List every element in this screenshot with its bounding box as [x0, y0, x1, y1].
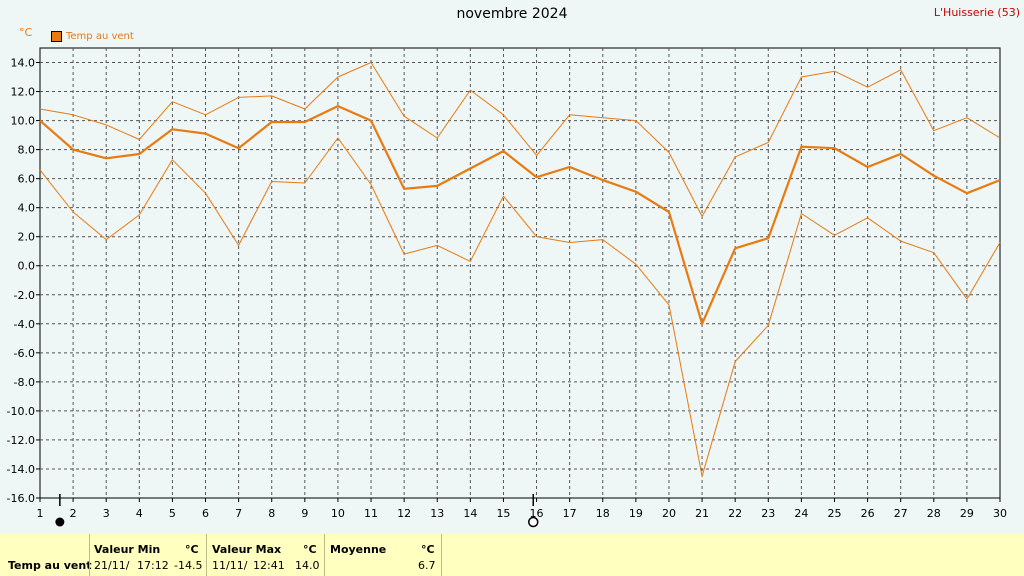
y-tick-label: 2.0 — [18, 231, 36, 244]
day-markers — [55, 494, 539, 528]
y-axis-ticks: -16.0 -14.0 -12.0 -10.0 -8.0 -6.0 -4.0 -2.0 0.0 2… — [7, 57, 40, 505]
footer-divider — [206, 534, 207, 576]
x-tick-label: 23 — [761, 507, 775, 520]
min-value: -14.5 — [174, 559, 203, 572]
series-line-avg — [39, 104, 1001, 325]
plot-area — [39, 47, 1001, 499]
y-tick-label: -2.0 — [14, 289, 35, 302]
x-tick-label: 18 — [596, 507, 610, 520]
y-tick-label: 14.0 — [11, 57, 36, 70]
x-tick-label: 2 — [70, 507, 77, 520]
series-line-max — [39, 62, 1001, 217]
footer-divider — [89, 534, 90, 576]
x-tick-label: 5 — [169, 507, 176, 520]
x-tick-label: 8 — [268, 507, 275, 520]
legend-label: Temp au vent — [66, 31, 134, 42]
legend-swatch — [51, 31, 62, 42]
x-axis-ticks: 1 2 3 4 5 6 7 8 9 10 11 12 13 14 15 16 17 18 19 20 21 22 23 24 2… — [37, 498, 1007, 520]
y-tick-label: -8.0 — [14, 376, 35, 389]
x-tick-label: 6 — [202, 507, 209, 520]
footer-row-label: Temp au vent — [8, 559, 92, 572]
y-tick-label: 8.0 — [18, 144, 36, 157]
max-date: 11/11/ — [212, 559, 248, 572]
y-tick-label: -6.0 — [14, 347, 35, 360]
x-tick-label: 28 — [927, 507, 941, 520]
max-unit: °C — [303, 543, 317, 556]
x-tick-label: 15 — [496, 507, 510, 520]
x-tick-label: 19 — [629, 507, 643, 520]
x-tick-label: 3 — [103, 507, 110, 520]
x-tick-label: 20 — [662, 507, 676, 520]
grid — [40, 48, 1000, 498]
x-tick-label: 17 — [563, 507, 577, 520]
mean-value: 6.7 — [418, 559, 436, 572]
min-date: 21/11/ — [94, 559, 130, 572]
series-lines — [39, 62, 1001, 477]
series-line-min — [39, 137, 1001, 477]
y-tick-label: 10.0 — [11, 115, 36, 128]
y-tick-label: 12.0 — [11, 86, 36, 99]
location-label: L'Huisserie (53) — [933, 6, 1020, 19]
max-value: 14.0 — [295, 559, 320, 572]
chart-title: novembre 2024 — [456, 6, 568, 22]
legend: Temp au vent — [51, 31, 134, 42]
x-tick-label: 16 — [530, 507, 544, 520]
y-tick-label: -12.0 — [7, 434, 35, 447]
x-tick-label: 22 — [728, 507, 742, 520]
y-tick-label: 6.0 — [18, 173, 36, 186]
x-tick-label: 1 — [37, 507, 44, 520]
stats-footer: Temp au vent Valeur Min °C 21/11/ 17:12 … — [0, 534, 1024, 576]
y-tick-label: -16.0 — [7, 492, 35, 505]
min-time: 17:12 — [137, 559, 169, 572]
x-tick-label: 26 — [861, 507, 875, 520]
filled-circle-marker — [55, 517, 65, 527]
x-tick-label: 7 — [235, 507, 242, 520]
y-tick-label: -4.0 — [14, 318, 35, 331]
max-header: Valeur Max — [212, 543, 282, 556]
x-tick-label: 14 — [463, 507, 477, 520]
temperature-chart: -16.0 -14.0 -12.0 -10.0 -8.0 -6.0 -4.0 -2.0 0.0 2… — [7, 47, 1007, 528]
y-tick-label: 4.0 — [18, 202, 36, 215]
x-tick-label: 27 — [894, 507, 908, 520]
mean-header: Moyenne — [330, 543, 387, 556]
x-tick-label: 11 — [364, 507, 378, 520]
mean-unit: °C — [421, 543, 435, 556]
unit-label: °C — [19, 26, 33, 39]
x-tick-label: 29 — [960, 507, 974, 520]
x-tick-label: 4 — [136, 507, 143, 520]
min-header: Valeur Min — [94, 543, 161, 556]
footer-divider — [324, 534, 325, 576]
x-tick-label: 30 — [993, 507, 1007, 520]
y-tick-label: 0.0 — [18, 260, 36, 273]
footer-divider — [441, 534, 442, 576]
max-time: 12:41 — [253, 559, 285, 572]
x-tick-label: 10 — [331, 507, 345, 520]
x-tick-label: 24 — [794, 507, 808, 520]
x-tick-label: 13 — [430, 507, 444, 520]
y-tick-label: -14.0 — [7, 463, 35, 476]
x-tick-label: 12 — [397, 507, 411, 520]
open-circle-marker — [527, 516, 539, 528]
x-tick-label: 21 — [695, 507, 709, 520]
min-unit: °C — [185, 543, 199, 556]
x-tick-label: 25 — [827, 507, 841, 520]
x-tick-label: 9 — [301, 507, 308, 520]
y-tick-label: -10.0 — [7, 405, 35, 418]
